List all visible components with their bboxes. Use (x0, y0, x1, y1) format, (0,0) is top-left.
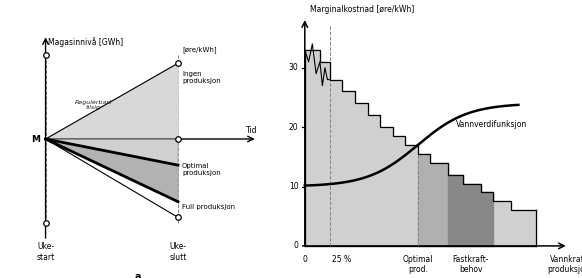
Text: 0: 0 (294, 241, 299, 250)
Text: Uke-
start: Uke- start (37, 242, 55, 262)
Text: Vannkraft
produksjon: Vannkraft produksjon (547, 255, 582, 274)
Polygon shape (45, 63, 178, 139)
Text: 20: 20 (289, 123, 299, 131)
Text: Tid: Tid (246, 126, 258, 135)
Text: 25 %: 25 % (332, 255, 352, 264)
Text: Optimal
prod.: Optimal prod. (403, 255, 433, 274)
Polygon shape (45, 139, 178, 202)
Text: a: a (135, 272, 141, 278)
Text: 10: 10 (289, 182, 299, 191)
Text: Regulerbart
tilsig: Regulerbart tilsig (74, 100, 112, 110)
Text: Vannverdifunksjon: Vannverdifunksjon (456, 120, 527, 129)
Text: 30: 30 (289, 63, 299, 72)
Text: Fastkraft-
behov: Fastkraft- behov (452, 255, 489, 274)
Polygon shape (305, 50, 536, 246)
Text: Marginalkostnad [øre/kWh]: Marginalkostnad [øre/kWh] (310, 5, 414, 14)
Text: M: M (31, 135, 40, 143)
Text: [øre/kWh]: [øre/kWh] (182, 46, 217, 53)
Polygon shape (448, 175, 494, 246)
Polygon shape (418, 154, 448, 246)
Polygon shape (45, 139, 178, 165)
Text: Ingen
produksjon: Ingen produksjon (182, 71, 221, 84)
Text: Magasinnivå [GWh]: Magasinnivå [GWh] (48, 37, 123, 47)
Text: Optimal
produksjon: Optimal produksjon (182, 163, 221, 175)
Text: Full produksjon: Full produksjon (182, 204, 235, 210)
Text: 0: 0 (303, 255, 307, 264)
Text: Uke-
slutt: Uke- slutt (169, 242, 187, 262)
